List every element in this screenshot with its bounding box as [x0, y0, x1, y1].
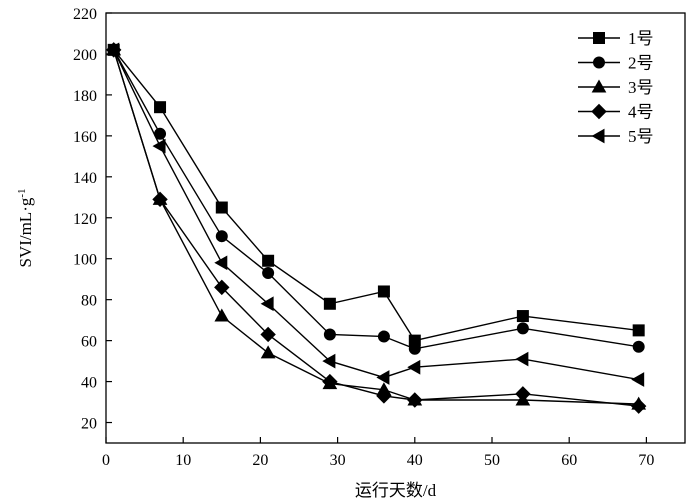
data-point — [260, 326, 276, 343]
data-point — [260, 345, 276, 359]
data-point — [260, 296, 274, 312]
data-point — [323, 328, 336, 341]
data-point — [152, 138, 166, 154]
data-point — [408, 342, 421, 355]
x-tick-label: 10 — [175, 452, 191, 469]
legend-marker — [591, 79, 607, 93]
legend-entry: 4号 — [578, 103, 654, 122]
legend-label: 5号 — [628, 127, 654, 146]
x-axis-label: 运行天数/d — [355, 481, 437, 500]
x-tick-label: 0 — [102, 452, 110, 469]
data-point — [322, 373, 338, 390]
data-point — [376, 388, 392, 404]
legend-entry: 1号 — [578, 29, 654, 48]
legend-entry: 2号 — [578, 54, 654, 73]
data-point — [262, 267, 275, 280]
x-tick-label: 40 — [407, 452, 423, 469]
y-tick-label: 20 — [81, 416, 97, 433]
data-point — [215, 201, 228, 214]
y-tick-label: 180 — [73, 88, 97, 105]
legend-marker — [591, 103, 607, 120]
data-point — [377, 330, 390, 343]
data-point — [632, 340, 645, 353]
series-line-2 — [113, 49, 639, 350]
y-ticks: 20 40 60 80 100 120 140 160 180 200 220 — [73, 6, 112, 433]
y-axis-label: SVI/mL·g-1 — [16, 188, 35, 267]
legend: 1号 2号 3号 4号 5号 — [578, 29, 654, 146]
x-ticks: 0 10 20 30 40 50 60 70 — [102, 437, 654, 469]
data-point — [515, 351, 529, 367]
legend-marker — [591, 128, 605, 144]
x-tick-label: 20 — [252, 452, 268, 469]
legend-marker — [593, 56, 605, 69]
legend-marker — [593, 32, 605, 44]
y-tick-label: 100 — [73, 252, 97, 269]
series-3 — [106, 42, 647, 410]
series-4 — [106, 42, 647, 414]
plot-frame — [105, 12, 686, 444]
data-point — [214, 255, 228, 271]
legend-label: 3号 — [628, 78, 654, 97]
series-line-3 — [113, 49, 639, 405]
y-tick-label: 140 — [73, 170, 97, 187]
data-point — [152, 191, 168, 208]
series-5 — [106, 42, 645, 387]
data-point — [631, 372, 645, 387]
x-tick-label: 70 — [638, 452, 654, 469]
legend-entry: 3号 — [578, 78, 654, 97]
y-axis-label-superscript: -1 — [16, 188, 28, 197]
data-point — [407, 392, 423, 408]
data-point — [215, 230, 228, 243]
legend-entry: 5号 — [578, 127, 654, 146]
data-point — [516, 310, 529, 323]
data-point — [632, 324, 645, 337]
data-point — [376, 370, 390, 385]
series-line-5 — [113, 49, 639, 381]
y-axis-label-text: SVI/mL·g — [16, 197, 35, 267]
data-point — [214, 308, 230, 322]
y-tick-label: 60 — [81, 334, 97, 351]
data-point — [154, 101, 167, 114]
data-point — [262, 254, 275, 267]
data-point — [214, 279, 230, 296]
y-tick-label: 120 — [73, 211, 97, 228]
legend-label: 2号 — [628, 54, 654, 73]
legend-label: 4号 — [628, 103, 654, 122]
x-tick-label: 30 — [330, 452, 346, 469]
y-tick-label: 160 — [73, 129, 97, 146]
data-point — [322, 353, 336, 369]
series-1 — [107, 43, 645, 347]
data-point — [630, 398, 647, 414]
y-tick-label: 220 — [73, 6, 97, 23]
legend-label: 1号 — [628, 29, 654, 48]
series-line-1 — [113, 49, 639, 342]
x-tick-label: 50 — [484, 452, 500, 469]
series-layer — [106, 42, 647, 414]
y-tick-label: 80 — [81, 293, 97, 310]
data-point — [323, 297, 336, 310]
x-tick-label: 60 — [561, 452, 577, 469]
series-line-4 — [113, 49, 639, 407]
y-tick-label: 200 — [73, 47, 97, 64]
data-point — [106, 42, 120, 58]
data-point — [516, 322, 529, 335]
y-tick-label: 40 — [81, 375, 97, 392]
data-point — [407, 359, 421, 375]
axes-layer — [105, 12, 686, 444]
data-point — [377, 285, 390, 298]
data-point — [515, 386, 531, 402]
